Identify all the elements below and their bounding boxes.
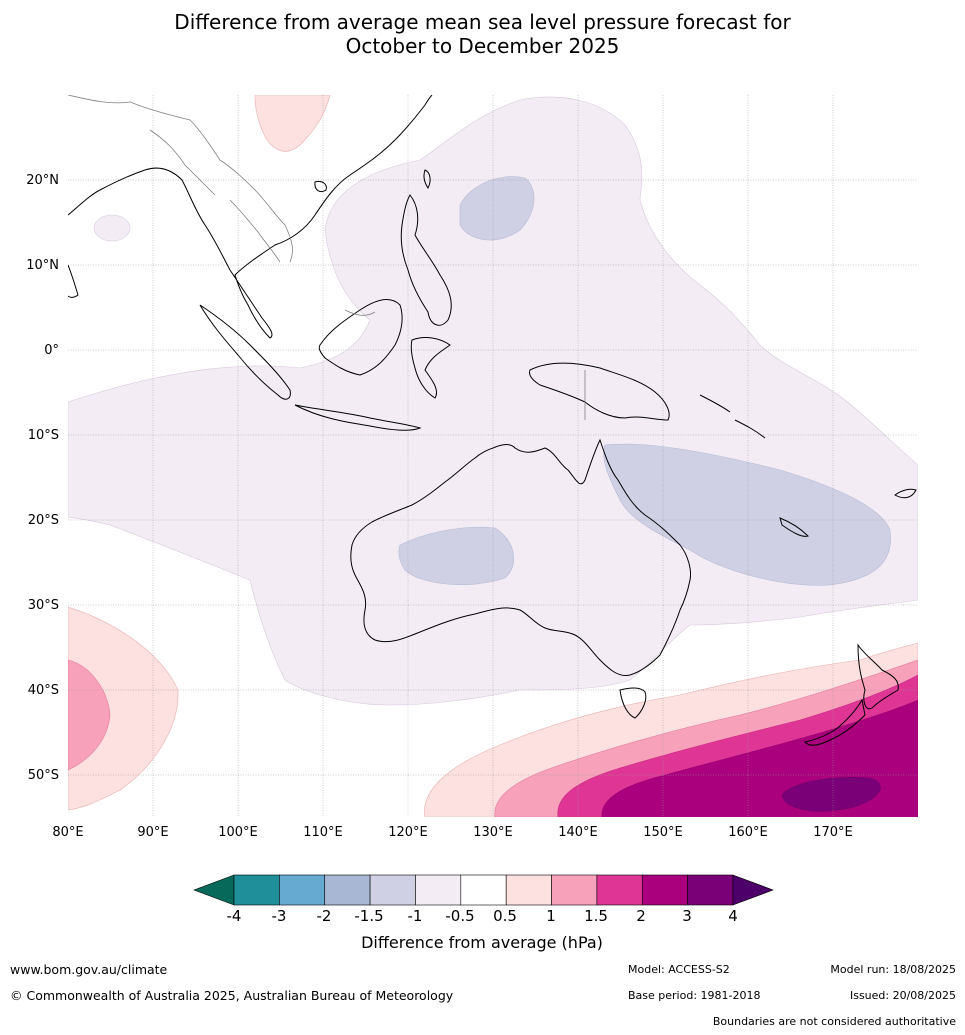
colorbar-tick-label: 4 (728, 907, 738, 925)
contour-pos-0.5-region-west (68, 606, 179, 811)
colorbar-cell (324, 874, 371, 906)
footer-copyright: © Commonwealth of Australia 2025, Austra… (10, 988, 454, 1003)
colorbar-title: Difference from average (hPa) (361, 933, 603, 952)
lon-tick-label: 90°E (137, 825, 168, 840)
footer-disclaimer: Boundaries are not considered authoritat… (712, 1015, 956, 1028)
colorbar-cell (551, 874, 598, 906)
lat-tick-labels: 20°N 10°N 0° 10°S 20°S 30°S 40°S 50°S (26, 173, 59, 783)
colorbar-tick-label: 1 (546, 907, 556, 925)
colorbar-cell (596, 874, 643, 906)
footer-issued: Issued: 20/08/2025 (849, 989, 956, 1002)
coast-taiwan (423, 169, 431, 189)
colorbar-tick-label: 1.5 (584, 907, 608, 925)
colorbar-tick-label: 3 (682, 907, 692, 925)
colorbar-cell (460, 874, 507, 906)
map-title: Difference from average mean sea level p… (0, 10, 965, 58)
colorbar-tick-label: -1 (408, 907, 423, 925)
coastlines (68, 95, 917, 746)
colorbar-tick-label: 2 (636, 907, 646, 925)
lon-tick-label: 150°E (643, 825, 683, 840)
colorbar-cell (687, 874, 734, 906)
title-line-2: October to December 2025 (345, 34, 620, 58)
contour-neg-1-region-philippine-sea (459, 176, 535, 241)
colorbar-tick-labels: -4 -3 -2 -1.5 -1 -0.5 0.5 1 1.5 2 3 4 (227, 907, 738, 925)
coast-new-zealand-south (804, 698, 866, 746)
contour-neg-0.5-blob-bay (93, 214, 131, 242)
colorbar-cells (193, 874, 774, 906)
coast-india (68, 264, 79, 298)
lat-tick-label: 10°S (28, 428, 59, 443)
contour-pos-3-region-south (781, 777, 881, 812)
contour-pos-1-region-west (68, 659, 111, 771)
lat-tick-label: 20°S (28, 513, 59, 528)
lon-tick-label: 140°E (558, 825, 598, 840)
coast-sulawesi (410, 337, 451, 399)
lat-tick-label: 20°N (26, 173, 59, 188)
coast-philippines (400, 194, 452, 326)
colorbar-tick-label: -2 (317, 907, 332, 925)
colorbar-tick-label: -1.5 (354, 907, 383, 925)
colorbar-tick-label: 0.5 (493, 907, 517, 925)
coast-java (294, 404, 422, 431)
coast-sumatra (199, 304, 291, 400)
coast-new-guinea (529, 362, 670, 421)
colorbar-tick-label: -3 (272, 907, 287, 925)
lat-tick-label: 30°S (28, 598, 59, 613)
coast-new-caledonia (779, 517, 809, 537)
colorbar-cell (233, 874, 280, 906)
lat-tick-label: 0° (44, 343, 59, 358)
footer-model-run: Model run: 18/08/2025 (830, 963, 956, 976)
lon-tick-label: 80°E (52, 825, 83, 840)
coast-solomon-islands (699, 394, 766, 439)
lon-tick-labels: 80°E 90°E 100°E 110°E 120°E 130°E 140°E … (52, 825, 852, 840)
map-gridlines (68, 95, 918, 817)
lon-tick-label: 100°E (218, 825, 258, 840)
colorbar-cell (279, 874, 326, 906)
lon-tick-label: 130°E (473, 825, 513, 840)
colorbar-extend-low (193, 874, 235, 906)
colorbar-cell (415, 874, 462, 906)
coast-borneo (318, 299, 403, 376)
lat-tick-label: 50°S (28, 768, 59, 783)
lon-tick-label: 160°E (728, 825, 768, 840)
contour-pos-0.5-region-north (254, 95, 331, 152)
colorbar-extend-high (732, 874, 774, 906)
footer-base-period: Base period: 1981-2018 (628, 989, 761, 1002)
lat-tick-label: 40°S (28, 683, 59, 698)
colorbar-tick-label: -4 (227, 907, 242, 925)
coast-australia (350, 438, 691, 677)
footer-model: Model: ACCESS-S2 (628, 963, 730, 976)
contour-neg-1-region-australia (398, 526, 514, 585)
coast-tasmania (619, 687, 647, 719)
colorbar-cell (505, 874, 552, 906)
coast-new-zealand-north (857, 643, 899, 710)
colorbar-cell (369, 874, 416, 906)
lat-tick-label: 10°N (26, 258, 59, 273)
colorbar-cell (641, 874, 688, 906)
contour-neg-1-region-coral-sea (603, 443, 891, 586)
lon-tick-label: 110°E (303, 825, 343, 840)
footer-website: www.bom.gov.au/climate (10, 962, 168, 977)
colorbar-tick-label: -0.5 (445, 907, 474, 925)
boundaries (68, 95, 586, 420)
coast-mainland-asia (68, 95, 433, 339)
colorbar: -4 -3 -2 -1.5 -1 -0.5 0.5 1 1.5 2 3 4 Di… (193, 874, 774, 952)
lon-tick-label: 170°E (813, 825, 853, 840)
coast-hainan (314, 181, 327, 193)
lon-tick-label: 120°E (388, 825, 428, 840)
title-line-1: Difference from average mean sea level p… (174, 10, 791, 34)
coast-fiji (894, 488, 917, 499)
map-panel (68, 95, 918, 817)
